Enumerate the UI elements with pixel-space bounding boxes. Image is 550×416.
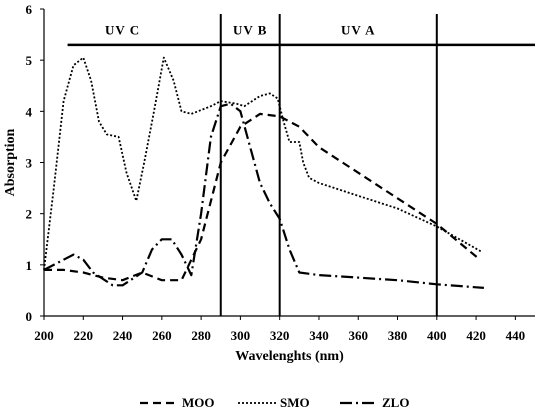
legend-label-zlo: ZLO — [382, 395, 409, 410]
x-tick-label: 300 — [231, 328, 251, 343]
legend-label-smo: SMO — [280, 395, 310, 410]
x-tick-label: 420 — [466, 328, 486, 343]
x-tick-label: 320 — [270, 328, 290, 343]
x-tick-label: 440 — [506, 328, 526, 343]
legend: MOO SMO ZLO — [140, 395, 409, 410]
x-tick-label: 200 — [34, 328, 54, 343]
x-axis-label: Wavelenghts (nm) — [235, 349, 344, 364]
x-tick-label: 400 — [427, 328, 447, 343]
y-axis-label: Absorption — [3, 128, 18, 196]
legend-label-moo: MOO — [182, 395, 215, 410]
y-tick-label: 6 — [26, 2, 33, 17]
x-tick-label: 220 — [74, 328, 94, 343]
x-tick-label: 240 — [113, 328, 133, 343]
y-tick-label: 4 — [26, 104, 33, 119]
x-tick-label: 280 — [191, 328, 211, 343]
band-label: UV A — [341, 22, 375, 37]
y-tick-label: 0 — [26, 309, 33, 324]
x-tick-label: 360 — [348, 328, 368, 343]
band-label: UV B — [233, 22, 267, 37]
series-line-smo — [43, 56, 483, 271]
axes: 0 1 2 3 4 5 6 200 220 240 260 280 300 320 340 360 380 400… — [26, 2, 535, 343]
band-label: UV C — [105, 22, 140, 37]
uv-bands: UV C UV B UV A — [67, 14, 535, 316]
y-tick-label: 2 — [26, 207, 33, 222]
series-line-zlo — [43, 102, 484, 289]
x-tick-label: 260 — [152, 328, 172, 343]
y-tick-label: 5 — [26, 53, 33, 68]
x-tick-label: 340 — [309, 328, 329, 343]
series-lines — [43, 56, 484, 289]
series-line-moo — [44, 112, 481, 282]
y-tick-label: 3 — [26, 156, 33, 171]
x-tick-label: 380 — [388, 328, 408, 343]
y-tick-label: 1 — [26, 258, 33, 273]
